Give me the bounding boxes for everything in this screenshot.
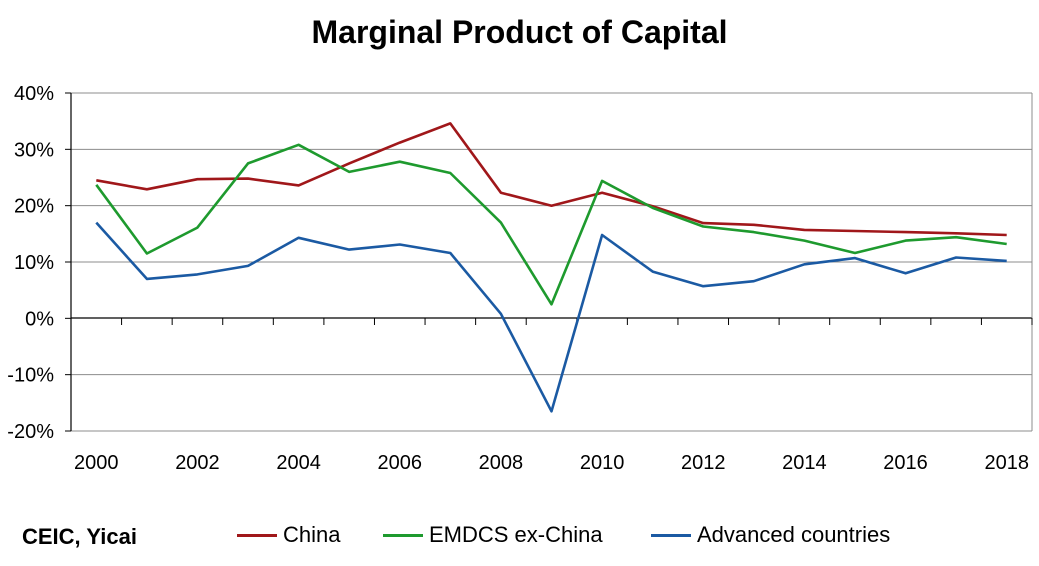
y-tick-label: 40%: [14, 83, 54, 105]
x-tick-label: 2002: [175, 452, 220, 474]
legend-entry-china: China: [237, 522, 340, 548]
legend-label-china: China: [283, 522, 341, 547]
source-label: CEIC, Yicai: [22, 524, 137, 549]
x-tick-label: 2000: [74, 452, 119, 474]
x-tick-label: 2006: [378, 452, 423, 474]
x-tick-label: 2016: [883, 452, 928, 474]
y-tick-label: 0%: [25, 308, 54, 330]
x-tick-label: 2018: [984, 452, 1029, 474]
legend-swatch-advanced-countries: [651, 533, 691, 537]
legend-swatch-china: [237, 533, 277, 537]
y-tick-label: -20%: [7, 421, 54, 443]
x-tick-label: 2014: [782, 452, 827, 474]
x-tick-label: 2004: [276, 452, 321, 474]
legend-swatch-emdcs-ex-china: [383, 533, 423, 537]
chart-title: Marginal Product of Capital: [311, 14, 728, 50]
legend-label-emdcs-ex-china: EMDCS ex-China: [429, 522, 603, 547]
y-tick-label: 30%: [14, 139, 54, 161]
y-tick-label: 20%: [14, 196, 54, 218]
x-tick-label: 2012: [681, 452, 726, 474]
legend-entry-emdcs-ex-china: EMDCS ex-China: [383, 522, 603, 548]
y-tick-label: 10%: [14, 252, 54, 274]
x-tick-label: 2010: [580, 452, 625, 474]
legend-label-advanced-countries: Advanced countries: [697, 522, 891, 547]
y-tick-label: -10%: [7, 365, 54, 387]
series-line-advanced-countries: [95, 221, 1007, 413]
series-line-emdcs-ex-china: [95, 143, 1007, 306]
legend-entry-advanced-countries: Advanced countries: [651, 522, 890, 548]
series-line-china: [96, 122, 1007, 237]
x-tick-label: 2008: [479, 452, 524, 474]
